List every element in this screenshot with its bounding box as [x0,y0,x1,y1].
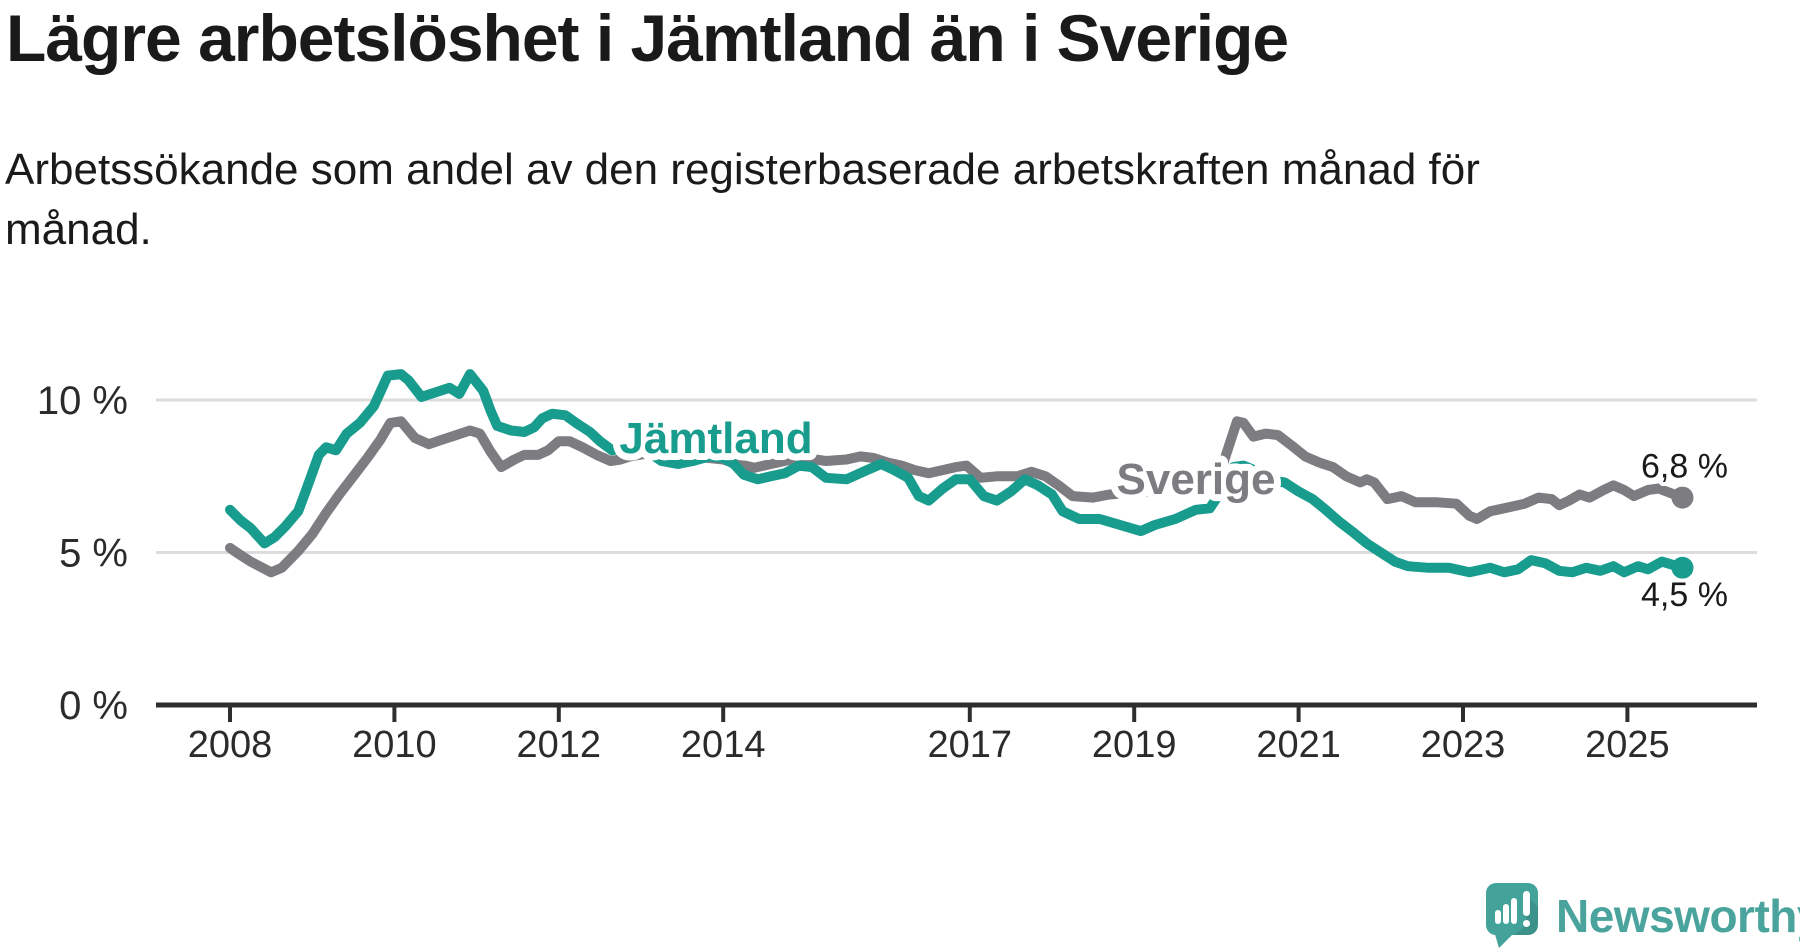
series-label-sverige: Sverige [1117,455,1276,504]
chart-subtitle-line2: månad. [5,205,152,254]
newsworthy-logo: Newsworthy [1486,883,1800,948]
series-line-jamtland [225,369,1688,578]
page-title: Lägre arbetslöshet i Jämtland än i Sveri… [6,1,1289,75]
x-axis-label-2010: 2010 [352,724,437,766]
speech-bubble-tail [1494,931,1516,948]
y-axis-label-10: 10 % [37,379,128,423]
x-axis-label-2014: 2014 [681,724,766,766]
series-end-value-sverige: 6,8 % [1641,448,1728,486]
series-end-dot-sverige [1671,486,1694,509]
newsworthy-logo-icon [1486,883,1538,948]
x-axis-label-2017: 2017 [928,724,1013,766]
x-axis-label-2008: 2008 [188,724,273,766]
series-label-jamtland: Jämtland [619,414,812,463]
x-axis-label-2019: 2019 [1092,724,1177,766]
series-end-dot-jamtland [1671,556,1694,579]
newsworthy-logo-text: Newsworthy [1556,890,1800,942]
chart-subtitle: Arbetssökande som andel av den registerb… [5,140,1505,260]
x-axis-label-2023: 2023 [1421,724,1506,766]
x-axis-label-2025: 2025 [1585,724,1670,766]
chart-subtitle-line1: Arbetssökande som andel av den registerb… [5,145,1480,194]
x-axis-label-2021: 2021 [1256,724,1341,766]
series-line-sverige [225,416,1688,578]
series-end-value-jamtland: 4,5 % [1641,576,1728,614]
y-axis-label-0: 0 % [59,684,128,728]
y-axis-label-5: 5 % [59,532,128,576]
x-axis-label-2012: 2012 [517,724,602,766]
